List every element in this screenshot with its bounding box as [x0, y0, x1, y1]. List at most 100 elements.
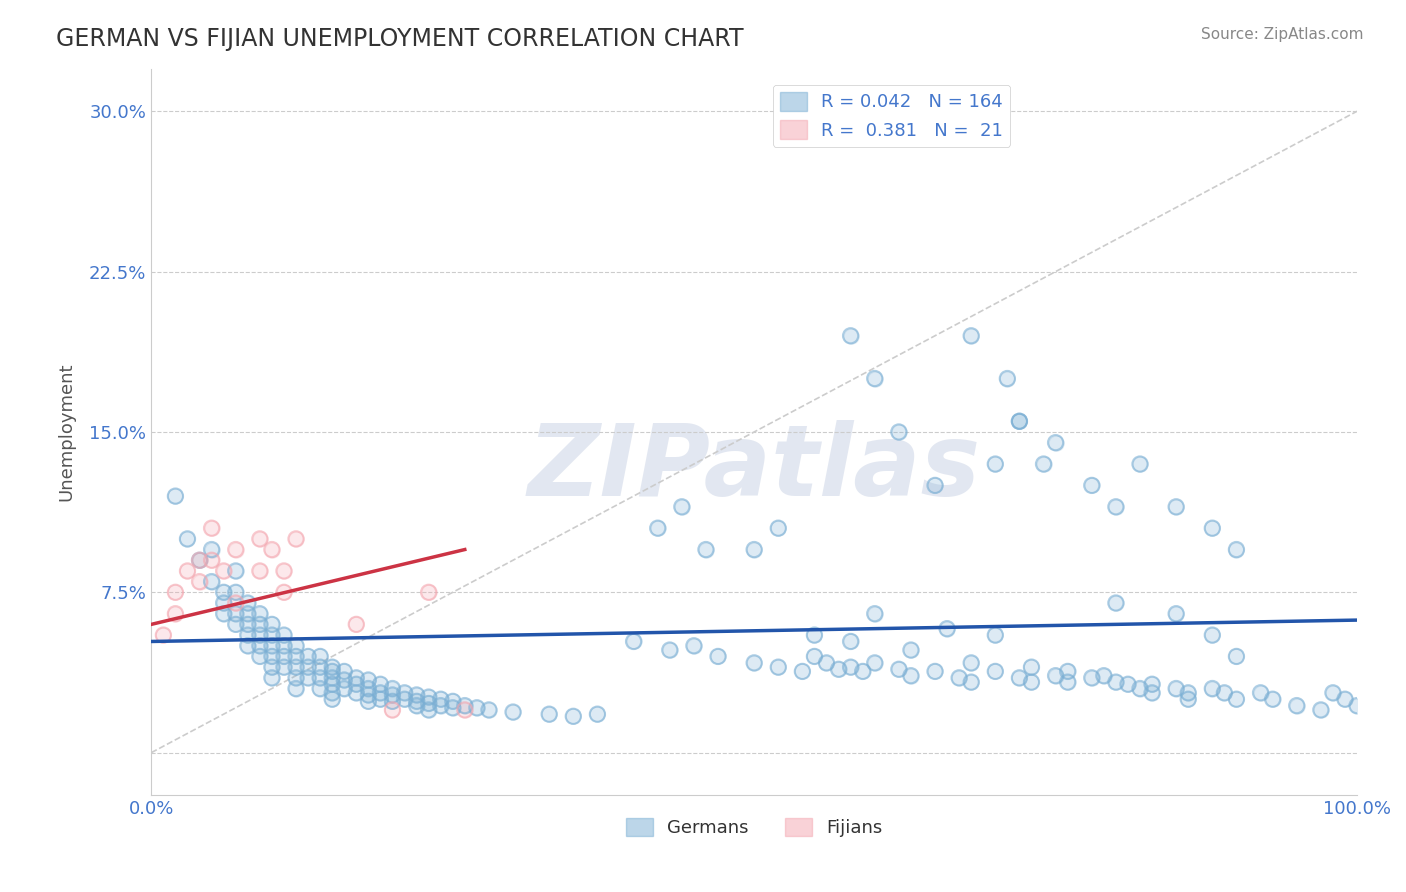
- Point: [1309, 703, 1331, 717]
- Point: [273, 564, 295, 578]
- Point: [260, 671, 283, 685]
- Point: [357, 681, 380, 696]
- Point: [285, 671, 308, 685]
- Point: [344, 671, 367, 685]
- Point: [394, 686, 416, 700]
- Point: [165, 607, 187, 621]
- Point: [236, 607, 259, 621]
- Point: [1008, 414, 1031, 428]
- Point: [260, 671, 283, 685]
- Point: [297, 660, 319, 674]
- Point: [863, 371, 886, 385]
- Point: [658, 643, 681, 657]
- Point: [538, 707, 561, 722]
- Point: [1250, 686, 1272, 700]
- Point: [1080, 671, 1102, 685]
- Point: [405, 698, 427, 713]
- Point: [249, 649, 271, 664]
- Point: [212, 607, 235, 621]
- Point: [815, 656, 838, 670]
- Point: [370, 677, 392, 691]
- Point: [1140, 677, 1163, 691]
- Point: [1261, 692, 1284, 706]
- Point: [984, 457, 1007, 471]
- Point: [188, 574, 211, 589]
- Point: [1177, 686, 1199, 700]
- Point: [418, 697, 440, 711]
- Point: [1021, 675, 1043, 690]
- Point: [370, 677, 392, 691]
- Point: [1225, 649, 1247, 664]
- Point: [200, 574, 222, 589]
- Point: [803, 649, 825, 664]
- Point: [188, 553, 211, 567]
- Point: [260, 628, 283, 642]
- Point: [260, 639, 283, 653]
- Point: [1177, 692, 1199, 706]
- Point: [405, 694, 427, 708]
- Point: [212, 607, 235, 621]
- Point: [212, 564, 235, 578]
- Point: [200, 574, 222, 589]
- Point: [321, 671, 343, 685]
- Point: [236, 628, 259, 642]
- Point: [1201, 628, 1223, 642]
- Point: [1105, 500, 1128, 514]
- Point: [200, 553, 222, 567]
- Point: [995, 371, 1018, 385]
- Point: [344, 677, 367, 691]
- Point: [1008, 414, 1031, 428]
- Point: [188, 553, 211, 567]
- Point: [381, 688, 404, 702]
- Point: [321, 686, 343, 700]
- Point: [225, 596, 247, 610]
- Point: [683, 639, 706, 653]
- Point: [1140, 686, 1163, 700]
- Point: [260, 628, 283, 642]
- Point: [249, 607, 271, 621]
- Point: [429, 692, 451, 706]
- Point: [249, 628, 271, 642]
- Point: [742, 656, 765, 670]
- Point: [707, 649, 730, 664]
- Point: [562, 709, 585, 723]
- Point: [225, 607, 247, 621]
- Point: [1201, 521, 1223, 535]
- Point: [1334, 692, 1357, 706]
- Point: [1008, 414, 1031, 428]
- Point: [249, 639, 271, 653]
- Point: [405, 688, 427, 702]
- Point: [960, 656, 983, 670]
- Point: [176, 564, 198, 578]
- Point: [236, 639, 259, 653]
- Point: [344, 686, 367, 700]
- Point: [984, 665, 1007, 679]
- Point: [188, 553, 211, 567]
- Point: [695, 542, 717, 557]
- Point: [394, 686, 416, 700]
- Point: [478, 703, 501, 717]
- Point: [1045, 668, 1067, 682]
- Point: [1225, 542, 1247, 557]
- Point: [502, 705, 524, 719]
- Point: [936, 622, 959, 636]
- Point: [1322, 686, 1344, 700]
- Point: [1008, 671, 1031, 685]
- Point: [1008, 414, 1031, 428]
- Point: [1129, 457, 1152, 471]
- Point: [429, 698, 451, 713]
- Point: [1056, 675, 1078, 690]
- Point: [285, 671, 308, 685]
- Point: [623, 634, 645, 648]
- Point: [1116, 677, 1139, 691]
- Point: [321, 660, 343, 674]
- Point: [273, 585, 295, 599]
- Point: [273, 564, 295, 578]
- Point: [357, 694, 380, 708]
- Point: [742, 656, 765, 670]
- Point: [1346, 698, 1368, 713]
- Point: [1285, 698, 1308, 713]
- Legend: Germans, Fijians: Germans, Fijians: [619, 811, 890, 845]
- Point: [1225, 692, 1247, 706]
- Point: [1045, 668, 1067, 682]
